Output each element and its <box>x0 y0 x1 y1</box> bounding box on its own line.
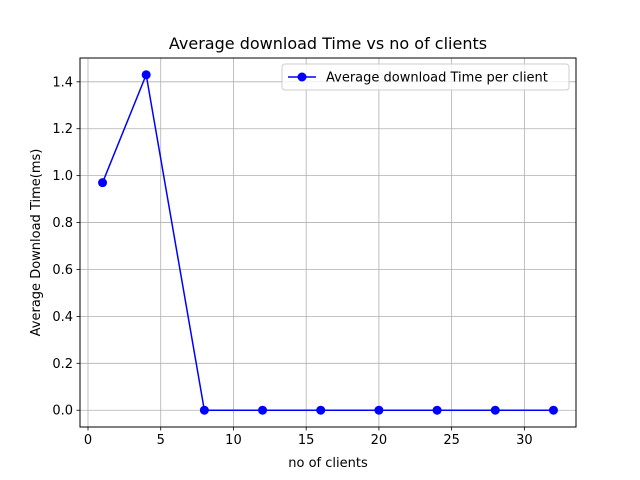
legend-marker-swatch <box>297 72 307 82</box>
data-point <box>141 70 151 80</box>
legend-box <box>281 63 570 91</box>
y-tick-label: 1.4 <box>52 75 73 90</box>
data-point <box>432 405 442 415</box>
chart-title: Average download Time vs no of clients <box>169 34 487 53</box>
data-point <box>258 405 268 415</box>
x-axis-label: no of clients <box>288 456 368 471</box>
x-tick-label: 5 <box>157 433 165 448</box>
y-tick-label: 0.4 <box>52 310 73 325</box>
y-tick-label: 0.0 <box>52 404 73 419</box>
data-point <box>548 405 558 415</box>
data-point <box>374 405 384 415</box>
y-tick-label: 0.8 <box>52 216 73 231</box>
x-tick-label: 20 <box>371 433 388 448</box>
x-tick-label: 0 <box>84 433 92 448</box>
y-axis: 0.0 0.2 0.4 0.6 0.8 1.0 1.2 1.4 <box>52 75 80 419</box>
y-tick-label: 0.6 <box>52 263 73 278</box>
plot-frame <box>79 57 577 428</box>
y-tick-label: 1.2 <box>52 122 73 137</box>
data-point <box>316 405 326 415</box>
legend: Average download Time per client <box>281 63 570 91</box>
x-tick-label: 25 <box>443 433 460 448</box>
data-point <box>490 405 500 415</box>
data-point <box>98 178 108 188</box>
x-tick-label: 15 <box>298 433 315 448</box>
y-tick-label: 1.0 <box>52 169 73 184</box>
x-tick-label: 30 <box>516 433 533 448</box>
x-tick-label: 10 <box>225 433 242 448</box>
x-axis: 0 5 10 15 20 25 30 <box>84 427 533 448</box>
series-layer <box>98 70 558 415</box>
legend-label: Average download Time per client <box>326 71 548 86</box>
data-point <box>199 405 209 415</box>
y-tick-label: 0.2 <box>52 357 73 372</box>
y-axis-label: Average Download Time(ms) <box>29 149 44 337</box>
